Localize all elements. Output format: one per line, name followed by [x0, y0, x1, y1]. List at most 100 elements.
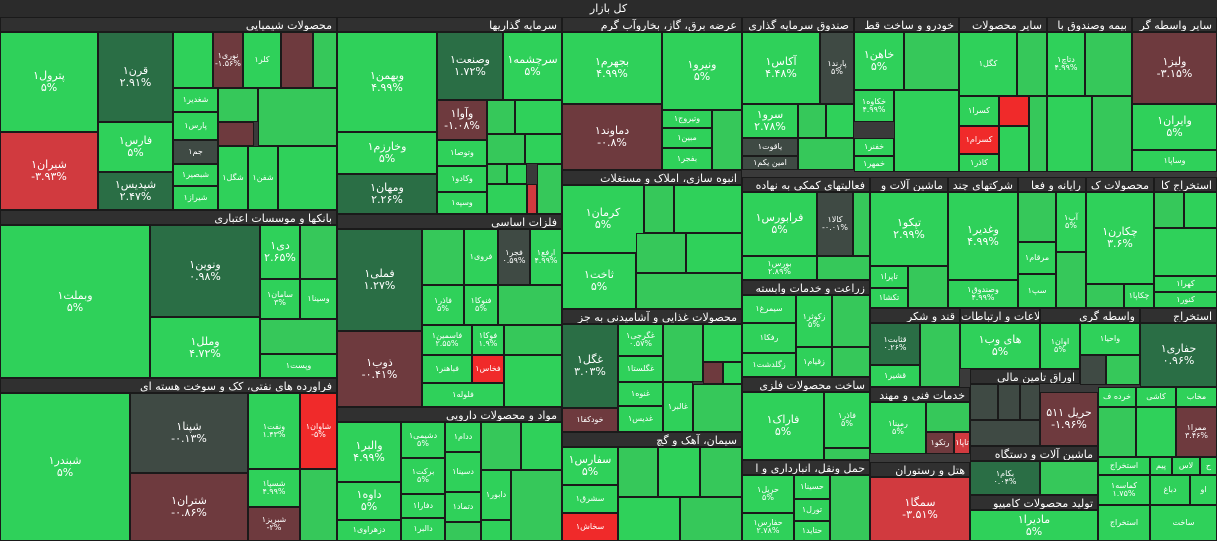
sector-food[interactable]: محصولات غذایی و آشامیدنی به جز	[562, 309, 742, 324]
tile[interactable]: وتیروج۱	[662, 110, 712, 128]
sector-transport[interactable]: حمل ونقل، انبارداری و ا	[742, 460, 870, 475]
tile[interactable]: شپنا۱ -۰.۱۳%	[130, 393, 248, 473]
tile[interactable]: فلوله۱	[422, 383, 504, 407]
tile[interactable]: کسرا۱	[959, 96, 999, 126]
tile[interactable]: استخراج	[1098, 505, 1150, 541]
tile[interactable]: بکام۱ ۰.۰۴%	[970, 461, 1040, 495]
sector-mining-2[interactable]: استخراج	[1140, 308, 1217, 323]
tile[interactable]	[1184, 192, 1217, 228]
tile[interactable]: تاپرا۱	[870, 266, 908, 288]
tile[interactable]: سفارس۱ ۵%	[562, 447, 618, 485]
tile[interactable]	[1020, 384, 1040, 420]
tile[interactable]	[281, 32, 313, 88]
tile[interactable]	[970, 420, 1040, 446]
tile[interactable]	[1040, 461, 1098, 495]
tile[interactable]: کالا۱ -۰.۰۱%	[817, 192, 853, 256]
tile[interactable]: خمهر۱	[854, 156, 894, 172]
tile[interactable]: پارند۱ ۵%	[820, 32, 854, 104]
tile[interactable]: شفن۱	[248, 146, 278, 210]
sector-devices[interactable]: ماشین آلات و دستگاه	[970, 446, 1098, 461]
tile[interactable]: وبهمن۱ ۴.۹۹%	[337, 32, 437, 132]
tile[interactable]	[1017, 32, 1047, 96]
tile[interactable]	[498, 285, 562, 325]
tile[interactable]	[1154, 228, 1217, 276]
tile[interactable]	[798, 138, 854, 170]
tile[interactable]: نوری۱ -۱.۵۶%	[213, 32, 243, 88]
tile[interactable]: لاس	[1172, 457, 1200, 475]
tile[interactable]	[723, 362, 742, 384]
tile[interactable]: فروی۱	[464, 229, 498, 285]
tile[interactable]: شبصیر۱	[173, 164, 218, 186]
tile[interactable]	[712, 110, 742, 170]
tile[interactable]	[920, 323, 960, 387]
sector-insurance[interactable]: بیمه وصندوق با	[1047, 17, 1132, 32]
tile[interactable]: بفجر۱	[662, 148, 712, 170]
tile[interactable]	[260, 319, 337, 354]
tile[interactable]	[674, 185, 742, 233]
tile[interactable]	[1106, 355, 1140, 385]
tile[interactable]: دتاچ۱ ۴.۹۹%	[1047, 32, 1085, 96]
sector-computer-products[interactable]: تولید محصولات کامپیو	[970, 495, 1098, 510]
tile[interactable]: وایران۱ ۵%	[1132, 104, 1217, 150]
tile[interactable]: شبندر۱ ۵%	[0, 393, 130, 541]
sector-support-activities[interactable]: فعالیتهای کمکی به نهاده	[742, 177, 870, 192]
tile[interactable]	[218, 88, 258, 122]
tile[interactable]	[1029, 96, 1047, 172]
tile[interactable]	[999, 126, 1029, 172]
tile[interactable]: کماسه۱ ۱.۷۵%	[1098, 475, 1150, 505]
tile[interactable]: شپدیس۱ ۲.۴۷%	[98, 172, 173, 210]
tile[interactable]: شیراز۱	[173, 186, 218, 210]
tile[interactable]	[636, 273, 742, 309]
tile[interactable]	[300, 225, 337, 279]
tile[interactable]	[703, 324, 742, 362]
tile[interactable]: خکاوه۱ ۴.۹۹%	[854, 90, 894, 122]
tile[interactable]: فاراک۱ ۵%	[742, 392, 824, 460]
tile[interactable]: خرده ف	[1098, 387, 1136, 407]
tile[interactable]: وآوا۱ -۱.۰۸%	[437, 100, 487, 140]
tile[interactable]	[218, 122, 254, 146]
tile[interactable]: وصندوق۱ ۴.۹۹%	[948, 280, 1018, 308]
sector-banks[interactable]: بانکها و موسسات اعتباری	[0, 210, 337, 225]
sector-multi[interactable]: شرکتهای چند	[948, 177, 1018, 192]
tile[interactable]: وبملت۱ ۵%	[0, 225, 150, 378]
tile[interactable]	[686, 233, 742, 273]
tile[interactable]: وکادو۱	[437, 166, 487, 192]
tile[interactable]: فملی۱ ۱.۲۷%	[337, 229, 422, 331]
tile[interactable]: سخاش۱	[562, 513, 618, 541]
tile[interactable]: غدیس۱	[618, 406, 663, 432]
tile[interactable]	[487, 100, 515, 134]
tile[interactable]: ونوین۱ ۰.۹۸%	[150, 225, 260, 317]
tile[interactable]: سپ۱	[1018, 274, 1056, 308]
tile[interactable]: غگلستا۱	[618, 356, 663, 382]
tile[interactable]: وصنعت۱ ۱.۷۲%	[437, 32, 503, 100]
sector-hotels[interactable]: هتل و رستوران	[870, 462, 970, 477]
tile[interactable]: دباغ	[1150, 475, 1190, 505]
tile[interactable]: دالبر۱	[401, 518, 445, 541]
tile[interactable]: سمگا۱ -۳.۵۱%	[870, 477, 970, 541]
tile[interactable]	[908, 266, 948, 308]
tile[interactable]: شبریز۱ -۲%	[248, 507, 300, 541]
tile[interactable]	[644, 185, 674, 233]
tile[interactable]: حسینا۱	[794, 475, 830, 499]
sector-basic-metals[interactable]: فلزات اساسی	[337, 214, 562, 229]
tile[interactable]: دی۱ ۲.۶۵%	[260, 225, 300, 279]
sector-agriculture[interactable]: زراعت و خدمات وابسته	[742, 280, 870, 295]
tile[interactable]: اوان۱ ۵%	[1040, 323, 1080, 369]
tile[interactable]: فارس۱ ۵%	[98, 122, 173, 172]
tile[interactable]: فخاس۱	[472, 355, 504, 383]
tile[interactable]: غگرجی۱ ۰.۵۷%	[618, 324, 663, 356]
tile[interactable]: ارفع۱ ۴.۹۹%	[530, 229, 562, 285]
tile[interactable]	[511, 470, 562, 541]
tile[interactable]	[445, 522, 481, 541]
tile[interactable]: ذوب۱ -۰.۴۱%	[337, 331, 422, 407]
tile[interactable]: پترول۱ ۵%	[0, 32, 98, 132]
tile[interactable]: شسپا۱ ۴.۹۹%	[248, 469, 300, 507]
tile[interactable]	[487, 184, 527, 214]
tile[interactable]: ساخت	[1150, 505, 1217, 541]
sector-mining[interactable]: استخراج کا	[1154, 177, 1217, 192]
sector-ict[interactable]: اطلاعات و ارتباطات	[960, 308, 1040, 323]
tile[interactable]	[1098, 407, 1136, 457]
tile[interactable]: حریل ۵۱۱ -۱.۹۶%	[1040, 392, 1098, 446]
tile[interactable]: های وب۱ ۵%	[960, 323, 1040, 369]
tile[interactable]	[1056, 252, 1086, 308]
